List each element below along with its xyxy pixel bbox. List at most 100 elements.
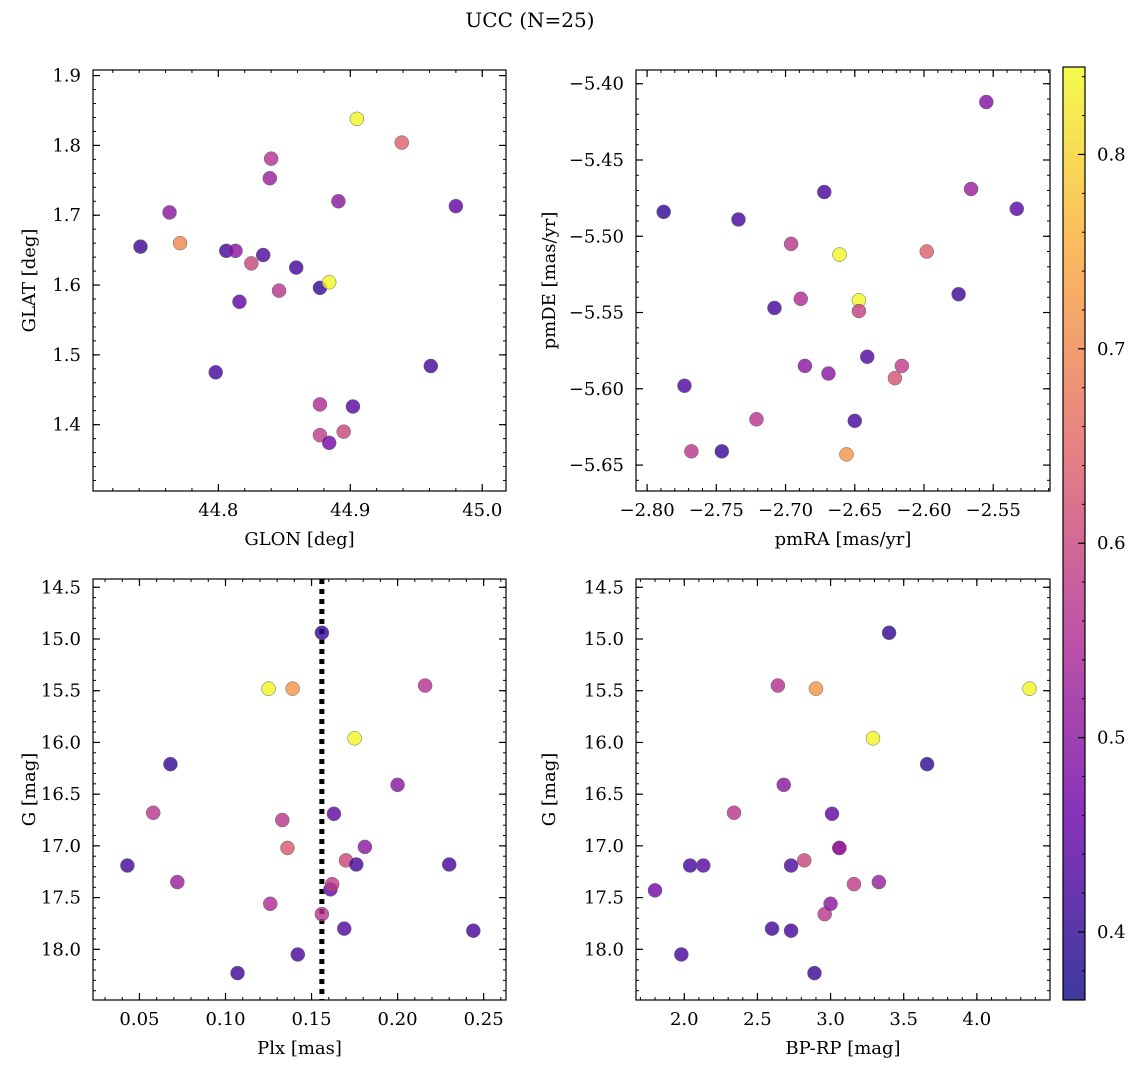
- scatter-point: [821, 366, 836, 381]
- axes-frame-glon-glat: [92, 69, 507, 492]
- y-tick-label: 14.5: [584, 577, 624, 598]
- scatter-point: [797, 358, 813, 374]
- scatter-point: [230, 965, 245, 981]
- scatter-point: [162, 205, 177, 220]
- scatter-point: [859, 349, 875, 365]
- y-tick-label: 18.0: [41, 939, 81, 960]
- colorbar-tick-label: 0.4: [1097, 922, 1126, 943]
- scatter-point: [290, 947, 306, 962]
- scatter-point: [764, 921, 780, 936]
- x-tick-label: −2.65: [827, 500, 882, 521]
- y-tick-label: 1.7: [52, 205, 81, 226]
- scatter-point: [336, 424, 351, 439]
- x-axis-label: Plx [mas]: [257, 1038, 342, 1059]
- y-tick-label: 17.5: [41, 888, 81, 909]
- scatter-point: [347, 731, 362, 746]
- colorbar-tick-label: 0.7: [1097, 339, 1126, 360]
- scatter-point: [345, 399, 361, 414]
- scatter-point: [208, 365, 223, 380]
- y-axis-label: GLAT [deg]: [19, 229, 40, 333]
- scatter-point: [314, 625, 330, 641]
- scatter-point: [390, 777, 405, 793]
- scatter-point: [261, 681, 276, 696]
- scatter-point: [172, 235, 188, 251]
- scatter-point: [275, 812, 290, 828]
- scatter-point: [793, 291, 809, 307]
- scatter-point: [682, 858, 698, 873]
- scatter-point: [871, 874, 887, 890]
- scatter-point: [336, 921, 352, 936]
- scatter-point: [684, 444, 699, 459]
- scatter-point: [1009, 201, 1025, 217]
- panel-plx-g: 0.05 0.10 0.15 0.20 0.25 14.5 15.0 15.5 16.0 16.5…: [19, 577, 507, 1059]
- y-tick-label: −5.55: [569, 303, 624, 324]
- scatter-point: [783, 923, 799, 938]
- scatter-point: [963, 181, 979, 197]
- x-tick-label: 0.25: [464, 1009, 504, 1030]
- x-tick-label: −2.55: [966, 500, 1021, 521]
- y-axis-label: G [mag]: [19, 753, 40, 826]
- scatter-point: [647, 883, 663, 898]
- scatter-point: [808, 681, 824, 696]
- scatter-point: [271, 283, 287, 298]
- y-axis-label: G [mag]: [539, 753, 560, 826]
- y-axis-label: pmDE [mas/yr]: [539, 212, 560, 350]
- scatter-point: [881, 625, 897, 641]
- figure-title: UCC (N=25): [465, 8, 594, 32]
- scatter-point: [714, 444, 730, 459]
- x-axis-label: GLON [deg]: [244, 529, 354, 550]
- scatter-point: [466, 923, 481, 938]
- y-tick-label: 15.5: [41, 681, 81, 702]
- scatter-point: [776, 777, 792, 793]
- y-tick-label: 14.5: [41, 577, 81, 598]
- panel-bprp-g: 2.0 2.5 3.0 3.5 4.0 14.5 15.0 15.5 16.0 16.5 17.0 1…: [539, 577, 1051, 1059]
- scatter-point: [851, 303, 867, 319]
- axes-frame-plx-g: [92, 578, 507, 1001]
- panel-pmra-pmde: −2.80 −2.75 −2.70 −2.65 −2.60 −2.55 −5.40 −5.45…: [539, 69, 1051, 550]
- scatter-point: [326, 806, 342, 822]
- scatter-point: [839, 447, 854, 462]
- scatter-point: [731, 212, 746, 227]
- scatter-point: [783, 858, 799, 873]
- y-tick-label: −5.60: [569, 379, 624, 400]
- scatter-point: [865, 731, 881, 746]
- scatter-point: [823, 896, 838, 912]
- scatter-point: [228, 243, 243, 259]
- scatter-point: [357, 839, 373, 855]
- x-tick-label: 0.15: [292, 1009, 332, 1030]
- scatter-point: [423, 358, 439, 374]
- scatter-point: [255, 247, 271, 263]
- y-tick-label: 15.5: [584, 681, 624, 702]
- scatter-point: [783, 236, 799, 252]
- scatter-point: [832, 247, 847, 262]
- scatter-point: [262, 896, 278, 912]
- scatter-point: [324, 876, 340, 892]
- x-tick-label: −2.60: [896, 500, 951, 521]
- x-tick-label: 44.9: [330, 500, 370, 521]
- scatter-point: [163, 756, 178, 772]
- scatter-point: [767, 300, 782, 316]
- scatter-point: [321, 274, 337, 290]
- colorbar-tick-label: 0.5: [1097, 728, 1126, 749]
- scatter-point: [696, 858, 711, 873]
- y-tick-label: 17.5: [584, 888, 624, 909]
- scatter-point: [919, 244, 935, 259]
- x-axis-label: BP-RP [mag]: [785, 1038, 900, 1059]
- scatter-point: [331, 194, 346, 209]
- scatter-point: [262, 170, 278, 186]
- y-tick-label: 17.0: [584, 836, 624, 857]
- scatter-point: [312, 397, 328, 412]
- scatter-point: [321, 435, 337, 451]
- scatter-point: [919, 756, 935, 772]
- scatter-point: [232, 294, 247, 310]
- x-tick-label: 3.0: [816, 1009, 845, 1030]
- colorbar-tick-label: 0.6: [1097, 533, 1126, 554]
- x-tick-label: 0.10: [205, 1009, 245, 1030]
- scatter-point: [1022, 681, 1037, 696]
- scatter-point: [846, 876, 862, 892]
- y-tick-label: −5.65: [569, 455, 624, 476]
- scatter-point: [288, 260, 304, 275]
- x-tick-label: −2.70: [758, 500, 813, 521]
- y-tick-label: 16.0: [41, 732, 81, 753]
